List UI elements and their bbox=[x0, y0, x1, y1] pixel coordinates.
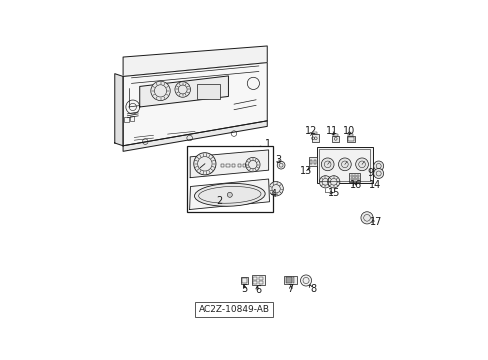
Bar bbox=[319, 149, 369, 181]
Circle shape bbox=[227, 192, 232, 197]
Text: 11: 11 bbox=[325, 126, 337, 136]
Bar bbox=[242, 278, 247, 283]
Text: 14: 14 bbox=[368, 180, 380, 190]
Bar bbox=[348, 173, 360, 182]
Bar bbox=[253, 277, 257, 280]
Text: 4: 4 bbox=[270, 189, 276, 199]
Text: 12: 12 bbox=[304, 126, 317, 136]
Bar bbox=[317, 147, 372, 183]
Circle shape bbox=[193, 153, 216, 175]
Bar bbox=[253, 281, 257, 284]
Bar bbox=[312, 132, 317, 134]
Bar bbox=[287, 277, 288, 283]
Circle shape bbox=[245, 157, 260, 172]
Bar bbox=[259, 281, 263, 284]
Bar bbox=[353, 178, 355, 180]
Circle shape bbox=[373, 161, 383, 171]
Bar bbox=[332, 136, 338, 141]
Circle shape bbox=[327, 176, 339, 188]
Polygon shape bbox=[123, 46, 267, 76]
Bar bbox=[356, 175, 358, 177]
Text: 3: 3 bbox=[275, 155, 281, 165]
Circle shape bbox=[268, 181, 283, 196]
Bar bbox=[251, 275, 264, 285]
Circle shape bbox=[175, 82, 190, 97]
Bar bbox=[309, 159, 312, 163]
Bar bbox=[313, 159, 315, 163]
Bar bbox=[196, 84, 220, 99]
Text: 17: 17 bbox=[369, 217, 381, 227]
Polygon shape bbox=[123, 63, 267, 146]
Text: 10: 10 bbox=[343, 126, 355, 136]
Bar bbox=[348, 134, 353, 136]
Polygon shape bbox=[115, 74, 123, 146]
Polygon shape bbox=[123, 121, 267, 151]
Circle shape bbox=[360, 212, 372, 224]
Circle shape bbox=[373, 168, 383, 179]
Text: 5: 5 bbox=[241, 284, 247, 293]
Bar bbox=[232, 164, 235, 167]
Polygon shape bbox=[140, 76, 228, 107]
Text: 2: 2 bbox=[216, 195, 222, 206]
Ellipse shape bbox=[194, 183, 264, 206]
Bar bbox=[308, 157, 316, 166]
Bar bbox=[284, 276, 296, 284]
Bar bbox=[347, 138, 353, 141]
Bar bbox=[311, 134, 318, 141]
Bar bbox=[346, 136, 354, 143]
Bar bbox=[243, 164, 246, 167]
Circle shape bbox=[300, 275, 311, 286]
Text: 16: 16 bbox=[349, 180, 361, 190]
Bar bbox=[124, 117, 128, 122]
Text: AC2Z-10849-AB: AC2Z-10849-AB bbox=[198, 305, 269, 314]
Circle shape bbox=[319, 176, 331, 188]
Bar bbox=[259, 277, 263, 280]
Bar bbox=[293, 277, 294, 283]
Bar bbox=[130, 116, 134, 121]
Circle shape bbox=[150, 81, 170, 100]
Bar bbox=[237, 164, 241, 167]
Text: 7: 7 bbox=[287, 284, 293, 293]
Text: 9: 9 bbox=[366, 168, 373, 179]
Bar bbox=[289, 277, 290, 283]
Text: 13: 13 bbox=[299, 166, 311, 176]
Bar bbox=[186, 146, 272, 212]
Circle shape bbox=[277, 161, 285, 169]
Bar bbox=[333, 134, 337, 136]
Bar bbox=[356, 178, 358, 180]
Bar bbox=[241, 276, 248, 284]
Bar bbox=[221, 164, 224, 167]
Text: 1: 1 bbox=[264, 139, 270, 149]
Bar bbox=[291, 277, 292, 283]
Bar bbox=[226, 164, 229, 167]
Text: 8: 8 bbox=[309, 284, 315, 294]
Bar bbox=[353, 175, 355, 177]
Bar bbox=[350, 178, 352, 180]
Bar bbox=[285, 277, 286, 283]
Circle shape bbox=[338, 158, 350, 171]
Circle shape bbox=[321, 158, 333, 171]
Polygon shape bbox=[190, 150, 268, 177]
Polygon shape bbox=[189, 179, 269, 210]
Text: 6: 6 bbox=[255, 285, 261, 296]
Circle shape bbox=[355, 158, 367, 171]
Bar bbox=[350, 175, 352, 177]
Text: 15: 15 bbox=[327, 188, 339, 198]
